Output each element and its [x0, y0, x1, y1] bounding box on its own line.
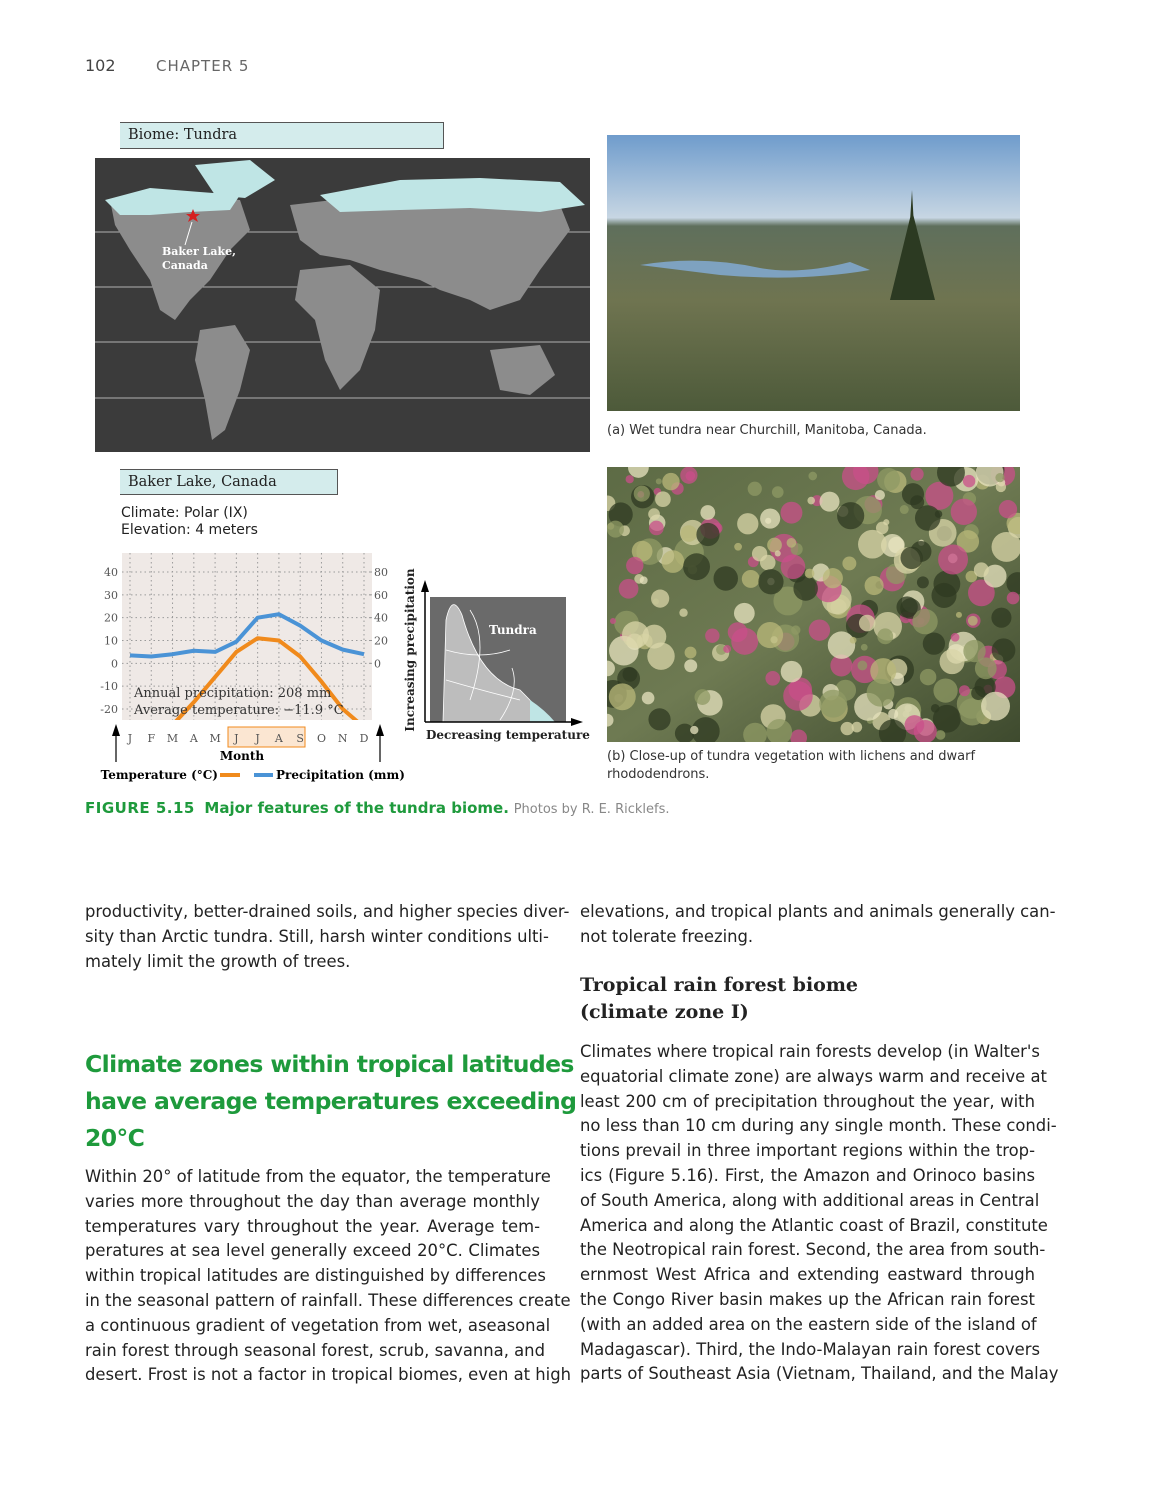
x-tick-label: M [167, 732, 178, 745]
text-line: the Congo River basin makes up the Afric… [580, 1290, 1035, 1309]
x-tick-label: A [274, 732, 284, 745]
map-label-line: Canada [162, 259, 208, 272]
chapter-label: CHAPTER 5 [156, 57, 250, 75]
legend-label: Precipitation (mm) [276, 768, 405, 782]
x-axis-label: Month [220, 749, 265, 763]
section-heading: 20°C [85, 1124, 145, 1152]
y-tick-label: 40 [104, 566, 118, 579]
text-line: desert. Frost is not a factor in tropica… [85, 1365, 571, 1385]
climate-text: Climate: Polar (IX) [121, 505, 248, 521]
text-line: elevations, and tropical plants and anim… [580, 902, 1056, 921]
caption-line: (b) Close-up of tundra vegetation with l… [607, 749, 976, 764]
page-number: 102 [85, 56, 116, 75]
station-label: Baker Lake, Canada [120, 469, 338, 495]
text-line: America and along the Atlantic coast of … [580, 1215, 1048, 1235]
y2-tick-label: 0 [374, 657, 381, 670]
x-tick-label: J [233, 732, 238, 745]
y-tick-label: 30 [104, 589, 118, 602]
biome-diagram [421, 580, 583, 726]
text-line: of South America, along with additional … [580, 1190, 1040, 1210]
y2-tick-label: 20 [374, 635, 388, 648]
legend-label: Temperature (°C) [101, 768, 218, 782]
text-line: within tropical latitudes are distinguis… [85, 1266, 546, 1286]
diagram-label: Tundra [489, 623, 537, 637]
station-info: Climate: Polar (IX) Elevation: 4 meters [121, 505, 258, 539]
diagram-xlabel: Decreasing temperature [426, 728, 590, 742]
figure-credit: Photos by R. E. Ricklefs. [513, 802, 670, 817]
text-line: not tolerate freezing. [580, 926, 754, 946]
text-line: productivity, better-drained soils, and … [85, 902, 570, 921]
map-tundra-zone [105, 160, 585, 215]
photo-a-tree [890, 190, 935, 300]
x-tick-label: S [296, 732, 304, 745]
text-line: the Neotropical rain forest. Second, the… [580, 1240, 1046, 1260]
x-tick-label: M [209, 732, 220, 745]
map-marker [186, 209, 200, 222]
photo-a-pond [640, 260, 870, 278]
photo-b-caption: (b) Close-up of tundra vegetation with l… [607, 748, 975, 784]
annotation: Annual precipitation: 208 mm [133, 686, 331, 701]
annotation: Average temperature: −11.9 °C [133, 703, 344, 718]
figure-number: FIGURE 5.15 [85, 799, 195, 817]
text-line: Climates where tropical rain forests dev… [580, 1042, 1040, 1061]
map-label-line: Baker Lake, [162, 245, 236, 258]
x-tick-label: A [189, 732, 199, 745]
y-tick-label: 0 [111, 657, 118, 670]
series-line [129, 612, 365, 659]
text-line: rain forest through seasonal forest, scr… [85, 1340, 545, 1360]
text-line: mately limit the growth of trees. [85, 951, 351, 971]
text-line: Madagascar). Third, the Indo-Malayan rai… [580, 1339, 1041, 1359]
text-line: parts of Southeast Asia (Vietnam, Thaila… [580, 1364, 1059, 1384]
figure-title: Major features of the tundra biome. [204, 799, 509, 817]
text-line: temperatures vary throughout the year. A… [85, 1216, 540, 1236]
x-tick-label: F [147, 732, 155, 745]
text-line: tions prevail in three important regions… [580, 1141, 1035, 1161]
elevation-text: Elevation: 4 meters [121, 522, 258, 538]
text-line: varies more throughout the day than aver… [85, 1191, 540, 1211]
photo-a-caption: (a) Wet tundra near Churchill, Manitoba,… [607, 423, 927, 438]
arrow-head [376, 724, 384, 736]
biome-label: Biome: Tundra [120, 122, 444, 149]
diagram-ylabel: Increasing precipitation [403, 568, 417, 732]
y-tick-label: 20 [104, 612, 118, 625]
figure-caption: FIGURE 5.15 Major features of the tundra… [85, 799, 669, 817]
map-continents [110, 190, 570, 440]
x-tick-label: J [254, 732, 259, 745]
text-line: least 200 cm of precipitation throughout… [580, 1091, 1035, 1111]
map-label: Baker Lake, Canada [162, 245, 236, 273]
photo-b-texture [607, 467, 1020, 742]
series-line [174, 636, 359, 720]
text-line: peratures at sea level generally exceed … [85, 1241, 540, 1261]
x-tick-label: J [127, 732, 132, 745]
x-tick-label: D [360, 732, 369, 745]
map-pointer [184, 221, 193, 246]
axis-arrows [115, 732, 381, 762]
caption-line: rhododendrons. [607, 767, 710, 782]
text-line: ernmost West Africa and extending eastwa… [580, 1265, 1035, 1285]
text-line: equatorial climate zone) are always warm… [580, 1066, 1047, 1086]
y2-tick-label: 60 [374, 589, 388, 602]
text-line: no less than 10 cm during any single mon… [580, 1116, 1057, 1136]
y-tick-label: -20 [100, 703, 118, 716]
text-line: a continuous gradient of vegetation from… [85, 1315, 551, 1335]
x-tick-label: N [338, 732, 348, 745]
growing-season-box [227, 726, 306, 748]
x-tick-label: O [317, 732, 326, 745]
y2-tick-label: 80 [374, 566, 388, 579]
text-line: in the seasonal pattern of rainfall. The… [85, 1291, 571, 1310]
y-tick-label: 10 [104, 635, 118, 648]
arrow-head [112, 724, 120, 736]
text-line: Within 20° of latitude from the equator,… [85, 1167, 551, 1186]
text-line: ics (Figure 5.16). First, the Amazon and… [580, 1166, 1035, 1185]
y2-tick-label: 40 [374, 612, 388, 625]
y-tick-label: -10 [100, 680, 118, 693]
subsection-heading: (climate zone I) [580, 1001, 749, 1023]
section-heading: have average temperatures exceeding [85, 1087, 577, 1115]
text-line: sity than Arctic tundra. Still, harsh wi… [85, 926, 549, 946]
subsection-heading: Tropical rain forest biome [580, 974, 859, 996]
text-line: (with an added area on the eastern side … [580, 1314, 1037, 1334]
section-heading: Climate zones within tropical latitudes [85, 1050, 574, 1078]
